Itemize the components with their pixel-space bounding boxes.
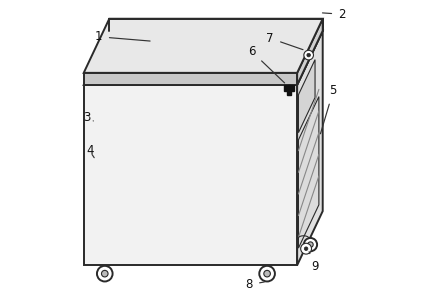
Circle shape xyxy=(304,50,314,60)
Text: 9: 9 xyxy=(309,252,319,273)
Circle shape xyxy=(307,53,311,57)
Circle shape xyxy=(301,243,311,254)
Polygon shape xyxy=(297,19,323,85)
Text: 2: 2 xyxy=(322,8,346,21)
Circle shape xyxy=(264,270,270,277)
Text: 1: 1 xyxy=(95,30,150,43)
Circle shape xyxy=(97,266,113,281)
Circle shape xyxy=(102,270,108,277)
Circle shape xyxy=(259,266,275,281)
Polygon shape xyxy=(297,31,323,265)
Text: 8: 8 xyxy=(245,278,265,291)
Circle shape xyxy=(304,247,308,250)
Text: 5: 5 xyxy=(321,84,337,134)
Polygon shape xyxy=(84,85,297,265)
Text: 7: 7 xyxy=(266,32,303,50)
Text: 4: 4 xyxy=(86,144,94,158)
Polygon shape xyxy=(84,19,323,73)
Polygon shape xyxy=(84,73,297,85)
Polygon shape xyxy=(84,31,323,85)
Text: 6: 6 xyxy=(248,45,285,83)
Polygon shape xyxy=(298,97,319,248)
Polygon shape xyxy=(298,59,315,133)
Circle shape xyxy=(308,242,313,247)
Text: 3: 3 xyxy=(83,111,93,124)
Circle shape xyxy=(304,238,317,251)
